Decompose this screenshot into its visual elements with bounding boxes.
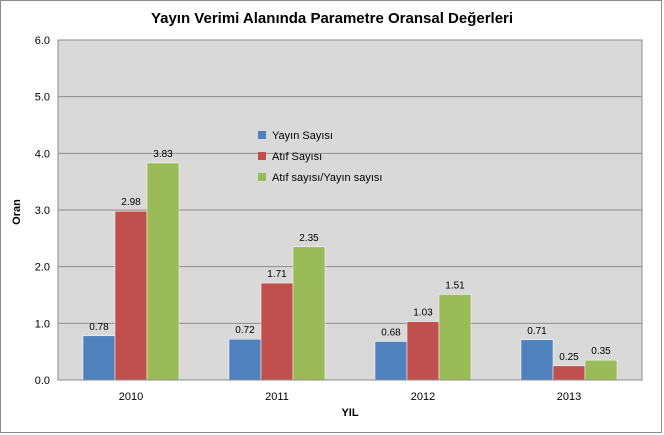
y-tick-label: 3.0 bbox=[35, 205, 50, 217]
bar bbox=[406, 321, 440, 381]
data-label: 1.71 bbox=[267, 269, 287, 280]
bar bbox=[114, 210, 148, 381]
bar bbox=[552, 365, 586, 381]
data-label: 0.25 bbox=[559, 352, 579, 363]
bar bbox=[520, 339, 554, 381]
legend-swatch bbox=[258, 131, 266, 139]
data-label: 0.71 bbox=[527, 326, 547, 337]
bar bbox=[292, 246, 326, 381]
bar bbox=[260, 282, 294, 381]
legend-swatch bbox=[258, 173, 266, 181]
y-tick-label: 2.0 bbox=[35, 262, 50, 274]
y-axis-ticks: 0.0 1.0 2.0 3.0 4.0 5.0 6.0 bbox=[35, 35, 50, 387]
chart-title: Yayın Verimi Alanında Parametre Oransal … bbox=[151, 10, 513, 27]
bars bbox=[82, 162, 618, 381]
data-label: 2.98 bbox=[121, 197, 141, 208]
legend-swatch bbox=[258, 152, 266, 160]
bar bbox=[82, 335, 116, 381]
data-label: 0.68 bbox=[381, 327, 401, 338]
bar bbox=[438, 294, 472, 381]
data-label: 3.83 bbox=[153, 149, 173, 160]
x-tick-label: 2013 bbox=[557, 391, 581, 403]
y-tick-label: 6.0 bbox=[35, 35, 50, 47]
y-tick-label: 5.0 bbox=[35, 92, 50, 104]
x-axis-title: YIL bbox=[341, 407, 358, 419]
legend-label: Atıf sayısı/Yayın sayısı bbox=[272, 172, 382, 184]
data-label: 2.35 bbox=[299, 233, 319, 244]
data-labels: 0.78 2.98 3.83 0.72 1.71 2.35 0.68 1.03 1.51 0.71… bbox=[89, 149, 611, 363]
data-label: 0.72 bbox=[235, 325, 255, 336]
data-label: 1.03 bbox=[413, 308, 433, 319]
bar bbox=[374, 341, 408, 381]
x-axis-ticks: 2010 2011 2012 2013 bbox=[119, 391, 581, 403]
x-tick-label: 2012 bbox=[411, 391, 435, 403]
y-tick-label: 1.0 bbox=[35, 318, 50, 330]
bar bbox=[584, 359, 618, 381]
data-label: 0.35 bbox=[591, 346, 611, 357]
data-label: 0.78 bbox=[89, 322, 109, 333]
x-tick-label: 2010 bbox=[119, 391, 143, 403]
y-tick-label: 4.0 bbox=[35, 148, 50, 160]
y-tick-label: 0.0 bbox=[35, 375, 50, 387]
x-tick-label: 2011 bbox=[265, 391, 289, 403]
y-axis-title: Oran bbox=[11, 199, 23, 225]
legend-label: Yayın Sayısı bbox=[272, 130, 333, 142]
data-label: 1.51 bbox=[445, 280, 465, 291]
legend: Yayın Sayısı Atıf Sayısı Atıf sayısı/Yayın… bbox=[258, 130, 382, 184]
bar bbox=[146, 162, 180, 381]
legend-label: Atıf Sayısı bbox=[272, 151, 322, 163]
bar bbox=[228, 338, 262, 381]
